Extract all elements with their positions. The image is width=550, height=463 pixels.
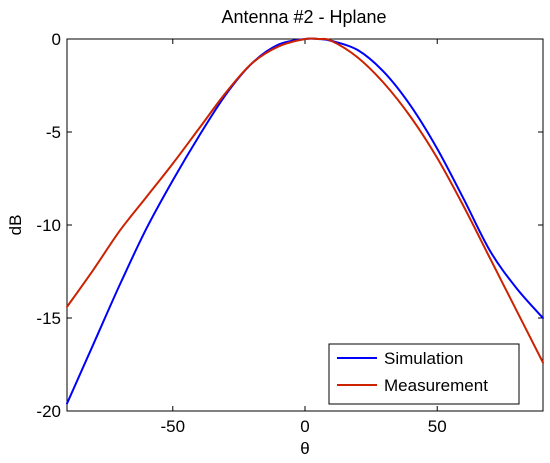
y-tick-label: 0 [52,30,61,49]
series-lines [66,37,544,405]
legend-label-measurement: Measurement [384,376,488,395]
y-tick-label: -20 [36,402,61,421]
legend-box [328,343,520,405]
y-tick-label: -15 [36,309,61,328]
chart-title: Antenna #2 - Hplane [221,7,386,27]
axis-ticks: -50 0 50 0 -5 -10 -15 -20 [36,30,543,436]
x-tick-label: -50 [160,417,185,436]
y-axis-label: dB [6,215,25,236]
y-tick-label: -5 [46,123,61,142]
legend: Simulation Measurement [328,343,520,405]
x-axis-label: θ [300,439,309,458]
x-tick-label: 50 [428,417,447,436]
legend-label-simulation: Simulation [384,349,463,368]
y-tick-label: -10 [36,216,61,235]
series-line-measurement [66,37,544,364]
x-tick-label: 0 [300,417,309,436]
